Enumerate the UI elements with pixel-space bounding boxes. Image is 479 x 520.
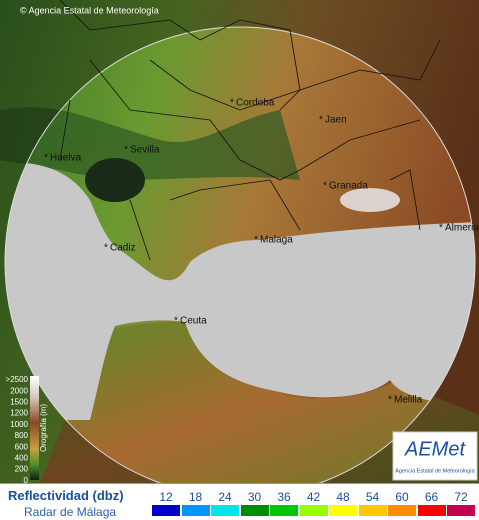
orography-tick: 400 — [15, 454, 29, 463]
level-label: 24 — [218, 490, 232, 504]
orography-bar — [30, 376, 39, 480]
level-swatch — [447, 505, 475, 516]
level-label: 30 — [247, 490, 262, 504]
level-label: 66 — [424, 490, 439, 504]
level-label: 42 — [306, 490, 321, 504]
city-marker: * — [254, 235, 258, 246]
legend-subtitle: Radar de Málaga — [24, 505, 117, 519]
orography-tick: 600 — [15, 442, 29, 451]
city-label: Cadiz — [110, 243, 136, 254]
city-marker: * — [230, 98, 234, 109]
orography-tick: 800 — [15, 431, 29, 440]
sea — [5, 162, 475, 420]
valley — [0, 107, 300, 180]
city-marker: * — [104, 243, 108, 254]
level-swatch — [388, 505, 416, 516]
marsh — [85, 158, 145, 202]
level-swatch — [211, 505, 239, 516]
level-swatch — [417, 505, 446, 516]
level-swatch — [152, 505, 180, 516]
level-swatch — [270, 505, 298, 516]
level-swatch — [358, 505, 387, 516]
level-swatch — [181, 505, 210, 516]
city-marker: * — [388, 395, 392, 406]
logo-box — [392, 431, 478, 481]
city-marker: * — [124, 145, 128, 156]
level-label: 12 — [159, 490, 173, 504]
level-label: 60 — [395, 490, 409, 504]
range-ring — [4, 26, 476, 483]
city-label: Melilla — [394, 395, 423, 406]
logo-mark: AEMet — [404, 438, 466, 460]
level-swatch — [329, 505, 357, 516]
level-label: 48 — [336, 490, 350, 504]
legend-title: Reflectividad (dbz) — [8, 488, 124, 503]
level-swatch — [240, 505, 269, 516]
city-label: Jaen — [325, 115, 347, 126]
city-marker: * — [174, 316, 178, 327]
city-label: Ceuta — [180, 316, 207, 327]
level-label: 36 — [277, 490, 291, 504]
logo-name: Agencia Estatal de Meteorología — [395, 468, 475, 474]
sierra-nevada — [340, 188, 400, 212]
orography-title: Orografía (m) — [39, 404, 48, 452]
city-marker: * — [44, 153, 48, 164]
logo: AEMet Agencia Estatal de Meteorología — [392, 431, 478, 481]
city-label: Cordoba — [236, 98, 275, 109]
level-label: 54 — [365, 490, 380, 504]
city-label: Malaga — [260, 235, 293, 246]
orography-tick: 2000 — [10, 386, 28, 395]
orography-tick: >2500 — [6, 375, 29, 384]
city-label: Almeria — [445, 223, 479, 234]
orography-tick: 1000 — [10, 420, 28, 429]
africa — [40, 321, 479, 483]
orography-tick: 200 — [15, 465, 29, 474]
city-label: Granada — [329, 181, 368, 192]
orography-scale: Orografía (m) >2500200015001200100080060… — [6, 375, 49, 483]
level-label: 72 — [454, 490, 468, 504]
city-marker: * — [319, 115, 323, 126]
level-label: 18 — [188, 490, 203, 504]
orography-tick: 1500 — [10, 398, 28, 407]
borders — [59, 0, 441, 261]
radar-map: © Agencia Estatal de Meteorología Orogra… — [0, 0, 479, 483]
credit: © Agencia Estatal de Meteorología — [20, 5, 159, 15]
city-label: Huelva — [50, 153, 82, 164]
orography-tick: 1200 — [10, 409, 28, 418]
level-swatch — [299, 505, 328, 516]
city-label: Sevilla — [130, 145, 160, 156]
city-marker: * — [323, 181, 327, 192]
city-marker: * — [439, 223, 443, 234]
legend: Reflectividad (dbz) Radar de Málaga 12 18… — [0, 483, 479, 520]
orography-tick: 0 — [24, 476, 29, 483]
